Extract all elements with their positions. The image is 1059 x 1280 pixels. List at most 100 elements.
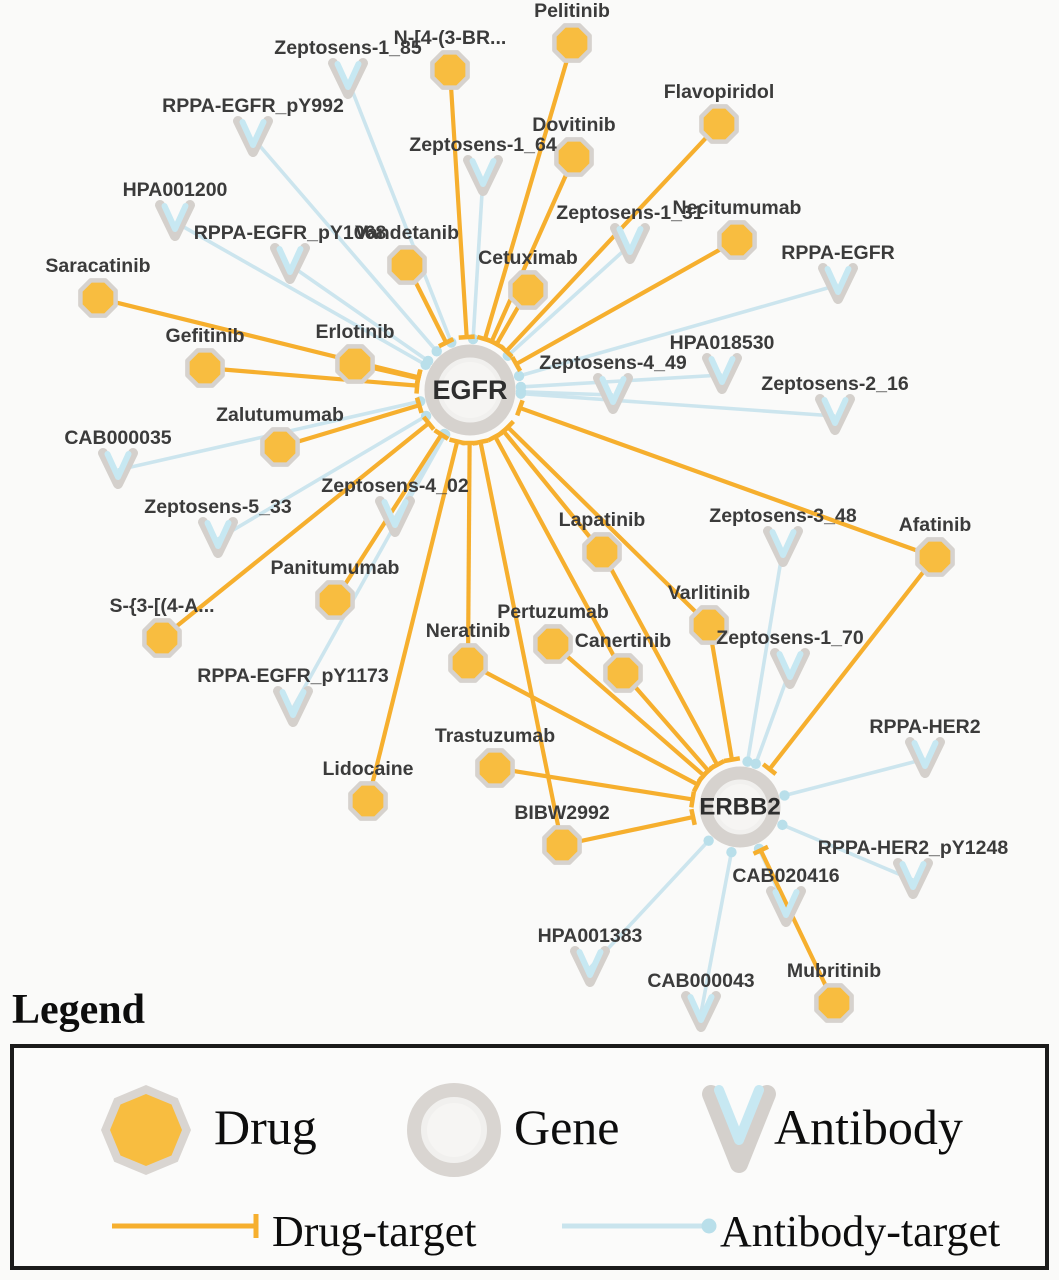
drug-octagon-icon	[260, 427, 300, 467]
drug-node-pelitinib[interactable]	[552, 23, 592, 63]
node-label: RPPA-EGFR	[781, 242, 894, 264]
drug-octagon-icon	[508, 270, 548, 310]
antibody-node-zeptosens-1-31[interactable]	[610, 223, 650, 264]
drug-node-saracatinib[interactable]	[78, 278, 118, 318]
antibody-chevron-icon	[198, 517, 238, 558]
drug-target-edge	[767, 555, 937, 771]
antibody-chevron-icon	[905, 737, 945, 778]
antibody-node-rppa-egfr-py1173[interactable]	[273, 686, 313, 727]
drug-target-edge	[465, 442, 472, 664]
legend-drug-label: Drug	[214, 1099, 317, 1155]
node-label: Canertinib	[575, 630, 672, 652]
antibody-node-hpa001383[interactable]	[570, 946, 610, 987]
drug-node-canertinib[interactable]	[603, 653, 643, 693]
antibody-node-rppa-egfr-py992[interactable]	[233, 116, 273, 157]
antibody-chevron-inner	[104, 451, 132, 480]
antibody-node-zeptosens-1-70[interactable]	[770, 648, 810, 689]
drug-node-erlotinib[interactable]	[335, 344, 375, 384]
node-label: Lidocaine	[322, 758, 413, 780]
drug-node-varlitinib[interactable]	[689, 605, 729, 645]
drug-edge-tee-icon	[723, 756, 741, 764]
drug-node-lidocaine[interactable]	[348, 781, 388, 821]
node-label: N-[4-(3-BR...	[394, 27, 507, 49]
drug-node-s-3-4-a[interactable]	[142, 618, 182, 658]
drug-node-vandetanib[interactable]	[387, 245, 427, 285]
node-label: Afatinib	[899, 514, 972, 536]
antibody-node-rppa-her2[interactable]	[905, 737, 945, 778]
drug-octagon-icon	[554, 137, 594, 177]
antibody-node-zeptosens-4-02[interactable]	[375, 496, 415, 537]
drug-edge-tee-icon	[689, 808, 697, 826]
drug-symbol-icon	[101, 1085, 191, 1175]
antibody-chevron-inner	[576, 949, 604, 978]
antibody-edge-dot-icon	[742, 756, 753, 767]
antibody-edge-dot-icon	[750, 758, 761, 769]
antibody-node-hpa001200[interactable]	[155, 200, 195, 241]
drug-edge-tee-icon	[752, 844, 769, 856]
nodes: EGFR ERBB2	[78, 23, 955, 1032]
antibody-chevron-inner	[708, 356, 736, 385]
node-label: CAB020416	[732, 865, 839, 887]
drug-node-afatinib[interactable]	[915, 537, 955, 577]
drug-node-trastuzumab[interactable]	[475, 748, 515, 788]
drug-node-panitumumab[interactable]	[315, 580, 355, 620]
antibody-target-edge	[471, 176, 485, 340]
drug-node-dovitinib[interactable]	[554, 137, 594, 177]
antibody-node-zeptosens-1-64[interactable]	[463, 155, 503, 196]
antibody-node-zeptosens-1-85[interactable]	[328, 58, 368, 99]
drug-node-gefitinib[interactable]	[185, 348, 225, 388]
drug-node-n-4-3-br[interactable]	[430, 50, 470, 90]
antibody-node-zeptosens-4-49[interactable]	[593, 373, 633, 414]
antibody-chevron-icon	[593, 373, 633, 414]
antibody-node-cab020416[interactable]	[766, 886, 806, 927]
antibody-node-cab000035[interactable]	[98, 448, 138, 489]
antibody-node-rppa-her2-py1248[interactable]	[893, 858, 933, 899]
drug-node-flavopiridol[interactable]	[699, 104, 739, 144]
node-label: Panitumumab	[271, 557, 400, 579]
antibody-target-edge	[784, 757, 926, 798]
drug-node-cetuximab[interactable]	[508, 270, 548, 310]
antibody-edge-dot-icon	[703, 835, 714, 846]
drug-octagon-icon	[533, 624, 573, 664]
drug-octagon-icon	[448, 643, 488, 683]
drug-edge-tee-icon	[414, 370, 423, 387]
node-label: Zeptosens-3_48	[709, 505, 857, 527]
drug-node-lapatinib[interactable]	[582, 532, 622, 572]
drug-octagon-icon	[552, 23, 592, 63]
antibody-chevron-inner	[687, 994, 715, 1023]
antibody-node-rppa-egfr-py1068[interactable]	[270, 243, 310, 284]
drug-target-edge	[501, 429, 604, 554]
antibody-chevron-icon	[270, 243, 310, 284]
gene-label: EGFR	[432, 375, 507, 405]
drug-node-zalutumumab[interactable]	[260, 427, 300, 467]
node-label: RPPA-HER2	[869, 716, 980, 738]
drug-node-mubritinib[interactable]	[814, 983, 854, 1023]
drug-octagon-icon	[185, 348, 225, 388]
drug-node-neratinib[interactable]	[448, 643, 488, 683]
drug-edge-tee-icon	[761, 762, 778, 776]
node-label: Erlotinib	[315, 321, 394, 343]
drug-target-edge	[519, 405, 936, 559]
antibody-node-zeptosens-5-33[interactable]	[198, 517, 238, 558]
drug-node-bibw2992[interactable]	[542, 825, 582, 865]
antibody-node-zeptosens-2-16[interactable]	[815, 394, 855, 435]
antibody-node-rppa-egfr[interactable]	[818, 263, 858, 304]
gene-node-egfr[interactable]: EGFR	[424, 344, 516, 436]
node-label: Lapatinib	[559, 509, 646, 531]
drug-edge-tee-icon	[700, 763, 716, 778]
drug-octagon-icon	[814, 983, 854, 1023]
node-labels: Pelitinib N-[4-(3-BR... Dovitinib Flavopiri…	[45, 0, 1008, 992]
antibody-node-zeptosens-3-48[interactable]	[763, 526, 803, 567]
antibody-node-hpa018530[interactable]	[702, 353, 742, 394]
drug-octagon-icon	[603, 653, 643, 693]
antibody-node-cab000043[interactable]	[681, 991, 721, 1032]
drug-node-necitumumab[interactable]	[717, 220, 757, 260]
legend-title: Legend	[12, 987, 146, 1033]
drug-node-pertuzumab[interactable]	[533, 624, 573, 664]
node-label: Necitumumab	[673, 197, 802, 219]
drug-edge-tee-icon	[691, 776, 704, 793]
antibody-target-edge	[174, 220, 427, 367]
node-label: Flavopiridol	[664, 81, 775, 103]
gene-node-erbb2[interactable]: ERBB2	[699, 766, 781, 848]
